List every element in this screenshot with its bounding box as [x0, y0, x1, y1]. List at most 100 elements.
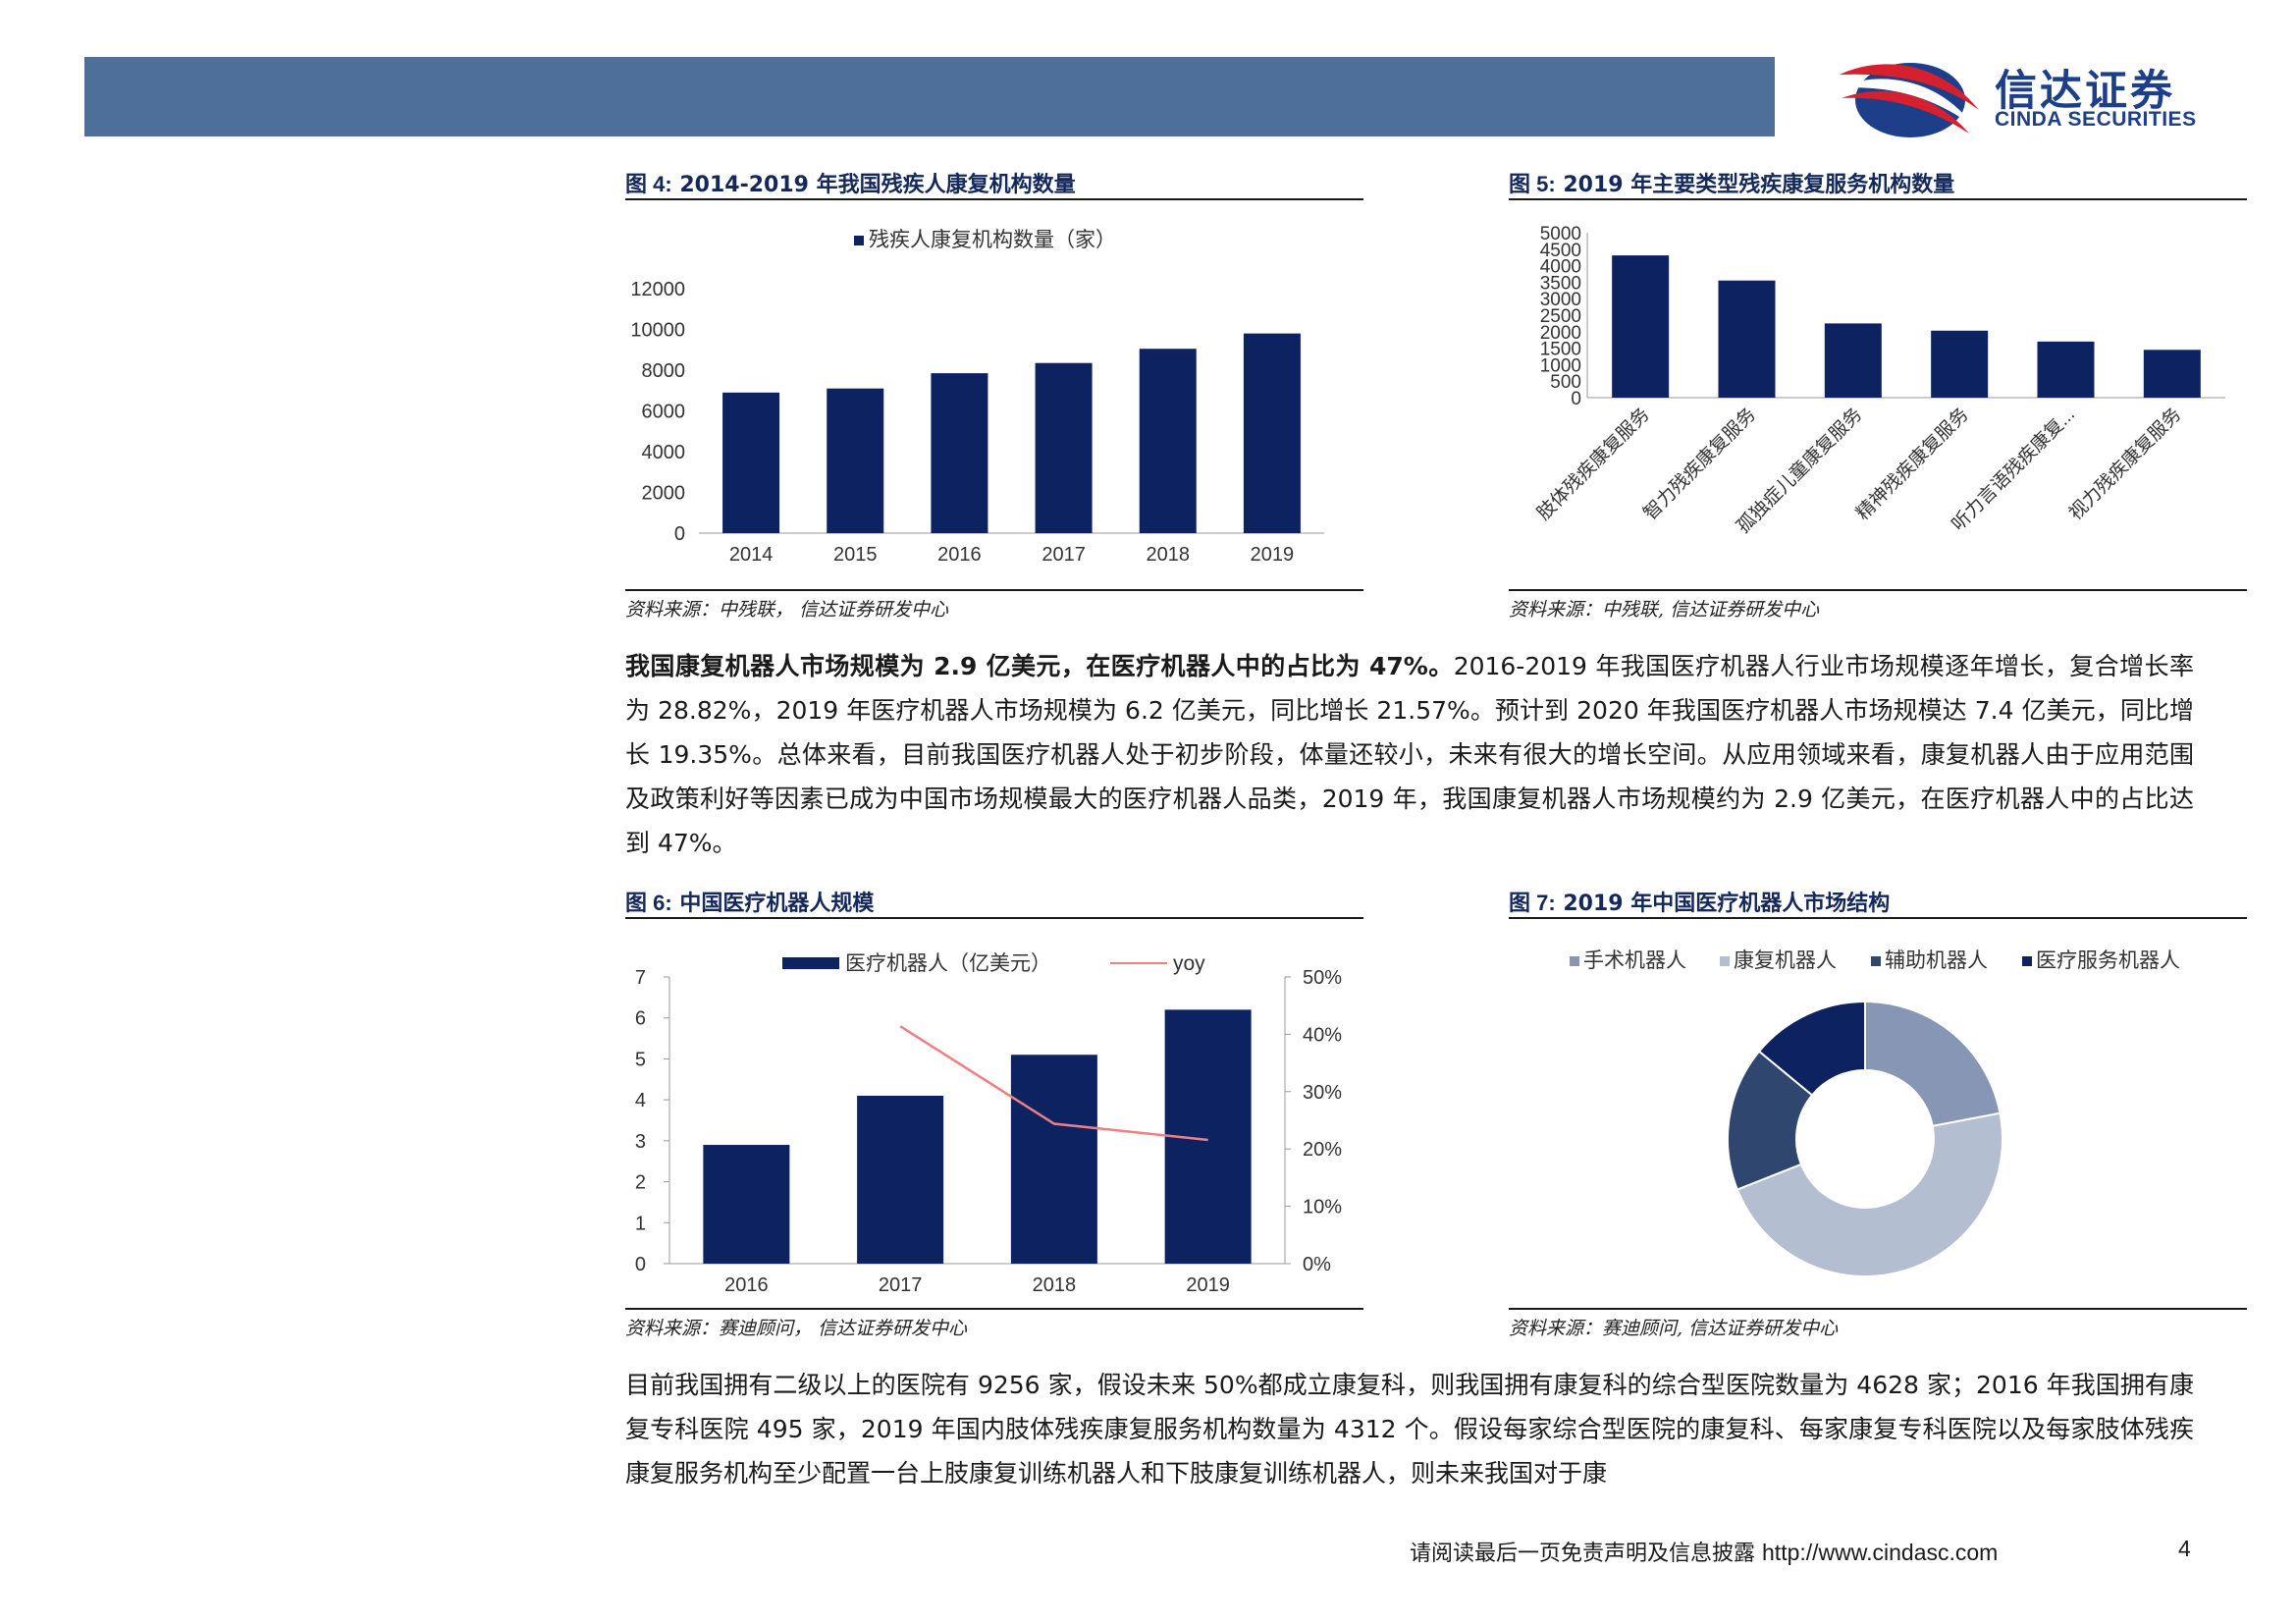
fig6-bar	[857, 1095, 944, 1264]
fig4-ytick-label: 2000	[642, 483, 686, 505]
footer-disclaimer-text: 请阅读最后一页免责声明及信息披露	[1410, 1542, 1756, 1566]
fig6-yoy-line	[899, 1025, 1208, 1142]
fig4-ytick-label: 4000	[642, 442, 686, 463]
fig4-bottom-rule	[625, 589, 1363, 591]
fig5-xtick-label: 智力残疾康复服务	[1639, 404, 1760, 524]
fig4-xtick-label: 2015	[833, 544, 878, 566]
fig5-top-rule	[1509, 198, 2247, 200]
fig6-top-rule	[625, 917, 1363, 919]
fig5-bar	[1612, 255, 1670, 398]
fig7-legend-swatch	[2022, 956, 2032, 966]
fig7-legend-swatch	[1871, 956, 1881, 966]
fig7-legend-label: 康复机器人	[1734, 949, 1837, 972]
fig7-slice	[1727, 1050, 1814, 1191]
logo-name-en: CINDA SECURITIES	[1995, 108, 2197, 131]
fig4-ytick-label: 0	[674, 523, 685, 545]
fig6-xtick-label: 2016	[724, 1274, 769, 1296]
footer-url-link[interactable]: http://www.cindasc.com	[1762, 1540, 1999, 1565]
fig4-bar	[931, 373, 988, 533]
fig6-right-tick-label: 20%	[1303, 1139, 1342, 1161]
fig6-left-tick-label: 7	[635, 967, 646, 989]
paragraph-1-body: 2016-2019 年我国医疗机器人行业市场规模逐年增长，复合增长率为 28.8…	[625, 652, 2194, 857]
fig5-ytick-label: 1000	[1540, 355, 1581, 376]
fig6-xtick-label: 2017	[879, 1274, 923, 1296]
fig6-source: 资料来源：赛迪顾问， 信达证券研发中心	[625, 1318, 968, 1339]
fig5-chart: 0500100015002000250030003500400045005000…	[1533, 224, 2225, 537]
fig6-left-tick-label: 1	[635, 1213, 646, 1234]
fig5-bar	[1718, 280, 1776, 398]
fig5-ytick-label: 2000	[1540, 323, 1581, 344]
fig5-ytick-label: 2500	[1540, 306, 1581, 327]
paragraph-1: 我国康复机器人市场规模为 2.9 亿美元，在医疗机器人中的占比为 47%。201…	[625, 644, 2194, 865]
fig6-left-tick-label: 6	[635, 1008, 646, 1030]
logo-name-cn: 信达证券	[1995, 67, 2175, 116]
fig4-ytick-label: 10000	[630, 320, 685, 342]
fig5-ytick-label: 500	[1550, 372, 1581, 393]
fig4-legend-swatch	[854, 236, 864, 245]
fig5-bar	[2037, 341, 2095, 398]
fig4-bar	[827, 388, 884, 533]
fig4-title: 图 4: 2014-2019 年我国残疾人康复机构数量	[625, 167, 1076, 198]
fig7-legend-label: 医疗服务机器人	[2036, 949, 2180, 972]
fig6-title: 图 6: 中国医疗机器人规模	[625, 886, 874, 917]
cinda-logo-icon	[1836, 63, 1979, 137]
fig4-top-rule	[625, 198, 1363, 200]
fig6-legend-bar-label: 医疗机器人（亿美元）	[845, 952, 1051, 975]
fig6-legend-line-label: yoy	[1173, 952, 1205, 975]
fig5-bar	[2143, 350, 2201, 398]
fig4-bar	[1243, 333, 1301, 533]
fig5-xtick-label: 视力残疾康复服务	[2064, 404, 2185, 524]
fig7-slice	[1735, 1111, 2003, 1277]
fig5-ytick-label: 3000	[1540, 290, 1581, 310]
paragraph-2: 目前我国拥有二级以上的医院有 9256 家，假设未来 50%都成立康复科，则我国…	[625, 1371, 2194, 1488]
page-number: 4	[2178, 1536, 2191, 1561]
fig7-legend-label: 辅助机器人	[1885, 949, 1988, 972]
fig4-bar	[1035, 362, 1093, 533]
fig6-right-tick-label: 10%	[1303, 1197, 1342, 1218]
fig7-slice	[1864, 1000, 2002, 1128]
fig4-ytick-label: 8000	[642, 360, 686, 382]
fig5-bar	[1824, 323, 1882, 398]
fig5-bar	[1931, 330, 1989, 398]
fig5-xtick-label: 肢体残疾康复服务	[1533, 404, 1654, 524]
fig4-chart: 残疾人康复机构数量（家） 0 2000 4000 6000 8000 10000 12000 2…	[630, 229, 1324, 566]
fig7-bottom-rule	[1509, 1308, 2247, 1310]
fig4-bar	[1139, 349, 1197, 533]
fig6-xtick-label: 2018	[1033, 1274, 1077, 1296]
fig5-xtick-label: 精神残疾康复服务	[1852, 404, 1973, 524]
fig5-title: 图 5: 2019 年主要类型残疾康复服务机构数量	[1509, 167, 1954, 198]
fig5-title-text: 2019 年主要类型残疾康复服务机构数量	[1563, 173, 1955, 197]
fig5-ytick-label: 0	[1571, 389, 1581, 409]
fig6-title-text: 中国医疗机器人规模	[679, 892, 875, 916]
fig4-xtick-label: 2016	[937, 544, 982, 566]
fig6-bar	[1010, 1055, 1097, 1264]
fig6-legend-bar-swatch	[782, 957, 839, 969]
fig7-legend-swatch	[1720, 956, 1730, 966]
fig4-ytick-label: 12000	[630, 279, 685, 300]
fig4-title-text: 2014-2019 年我国残疾人康复机构数量	[679, 173, 1076, 197]
fig5-ytick-label: 4000	[1540, 257, 1581, 278]
fig7-top-rule	[1509, 917, 2247, 919]
fig7-legend-swatch	[1570, 956, 1579, 966]
fig7-source: 资料来源：赛迪顾问, 信达证券研发中心	[1509, 1318, 1839, 1339]
fig6-right-tick-label: 0%	[1303, 1254, 1331, 1275]
fig4-xtick-label: 2017	[1041, 544, 1086, 566]
paragraph-1-lead: 我国康复机器人市场规模为 2.9 亿美元，在医疗机器人中的占比为 47%。	[625, 652, 1454, 680]
fig6-left-tick-label: 4	[635, 1090, 646, 1111]
fig7-label: 图 7:	[1509, 891, 1556, 915]
fig6-right-tick-label: 50%	[1303, 967, 1342, 989]
fig4-bar	[722, 392, 780, 533]
fig7-slice	[1757, 1000, 1866, 1097]
fig5-label: 图 5:	[1509, 172, 1556, 196]
fig7-legend-label: 手术机器人	[1583, 949, 1686, 972]
cinda-logo: 信达证券 CINDA SECURITIES	[1832, 51, 2244, 144]
fig5-ytick-label: 1500	[1540, 340, 1581, 360]
fig4-label: 图 4:	[625, 172, 672, 196]
fig6-xtick-label: 2019	[1186, 1274, 1230, 1296]
fig6-left-tick-label: 0	[635, 1254, 646, 1275]
fig6-left-tick-label: 5	[635, 1049, 646, 1070]
fig5-ytick-label: 4500	[1540, 241, 1581, 261]
fig6-left-tick-label: 2	[635, 1172, 646, 1194]
fig6-right-tick-label: 40%	[1303, 1024, 1342, 1046]
fig6-chart: 医疗机器人（亿美元） yoy 0 1 2 3 4 5 6 7 0% 10% 20% 30% 40% 50% 20…	[635, 952, 1342, 1296]
